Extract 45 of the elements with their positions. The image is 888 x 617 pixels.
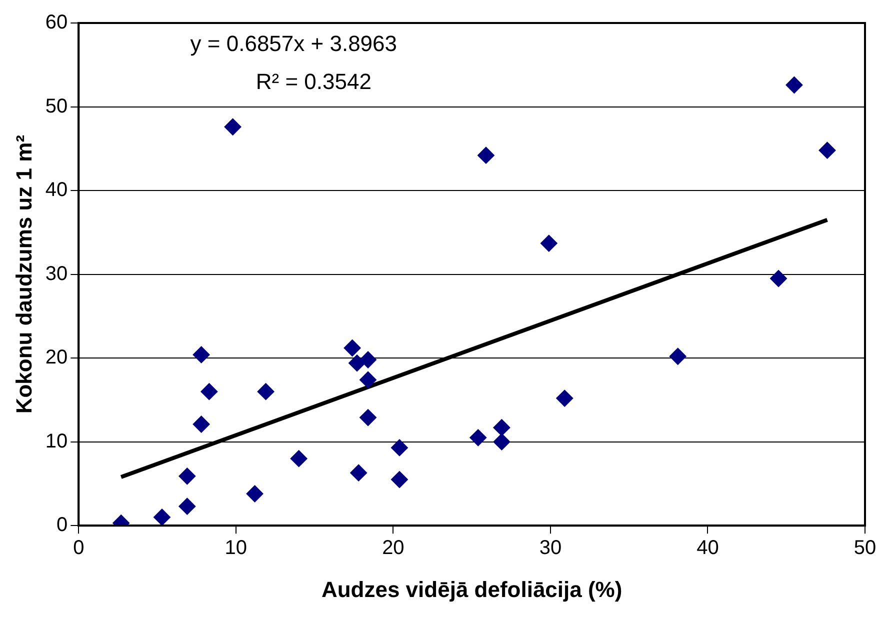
y-tick-label: 30 xyxy=(45,262,68,285)
point xyxy=(669,348,686,365)
point xyxy=(493,419,510,436)
point xyxy=(200,383,218,400)
x-tick-label: 50 xyxy=(854,537,876,560)
point xyxy=(154,508,170,526)
point xyxy=(493,433,510,450)
x-axis-title: Audzes vidējā defoliācija (%) xyxy=(321,576,622,602)
point xyxy=(818,142,836,159)
y-tick-label: 60 xyxy=(45,12,68,34)
point xyxy=(360,371,377,388)
point xyxy=(786,76,803,94)
annotation: R² = 0.3542 xyxy=(256,69,372,94)
point xyxy=(350,464,368,482)
point xyxy=(192,346,210,364)
point xyxy=(178,468,196,485)
point xyxy=(192,416,210,433)
point xyxy=(360,351,377,368)
point xyxy=(224,118,242,136)
point xyxy=(556,390,574,407)
point xyxy=(344,340,361,357)
point xyxy=(360,409,377,426)
point xyxy=(257,383,274,400)
x-tick-label: 20 xyxy=(382,537,404,560)
point xyxy=(246,485,264,502)
point xyxy=(348,354,366,372)
point xyxy=(770,270,787,287)
y-tick-label: 40 xyxy=(45,179,68,202)
y-tick-label: 10 xyxy=(45,430,68,452)
x-tick-label: 40 xyxy=(696,537,719,560)
point xyxy=(470,429,487,446)
y-axis-title: Kokonu daudzums uz 1 m² xyxy=(11,134,36,414)
y-tick-label: 20 xyxy=(45,346,68,369)
point xyxy=(390,439,408,456)
annotation: y = 0.6857x + 3.8963 xyxy=(190,31,398,56)
x-tick-label: 30 xyxy=(539,537,562,560)
x-tick-label: 0 xyxy=(73,537,84,560)
y-tick-label: 0 xyxy=(56,514,68,536)
point xyxy=(390,471,408,488)
y-tick-label: 50 xyxy=(45,95,68,118)
point xyxy=(477,146,494,164)
point xyxy=(540,234,558,252)
point xyxy=(290,450,308,468)
point xyxy=(178,498,196,515)
x-tick-label: 10 xyxy=(224,537,248,560)
